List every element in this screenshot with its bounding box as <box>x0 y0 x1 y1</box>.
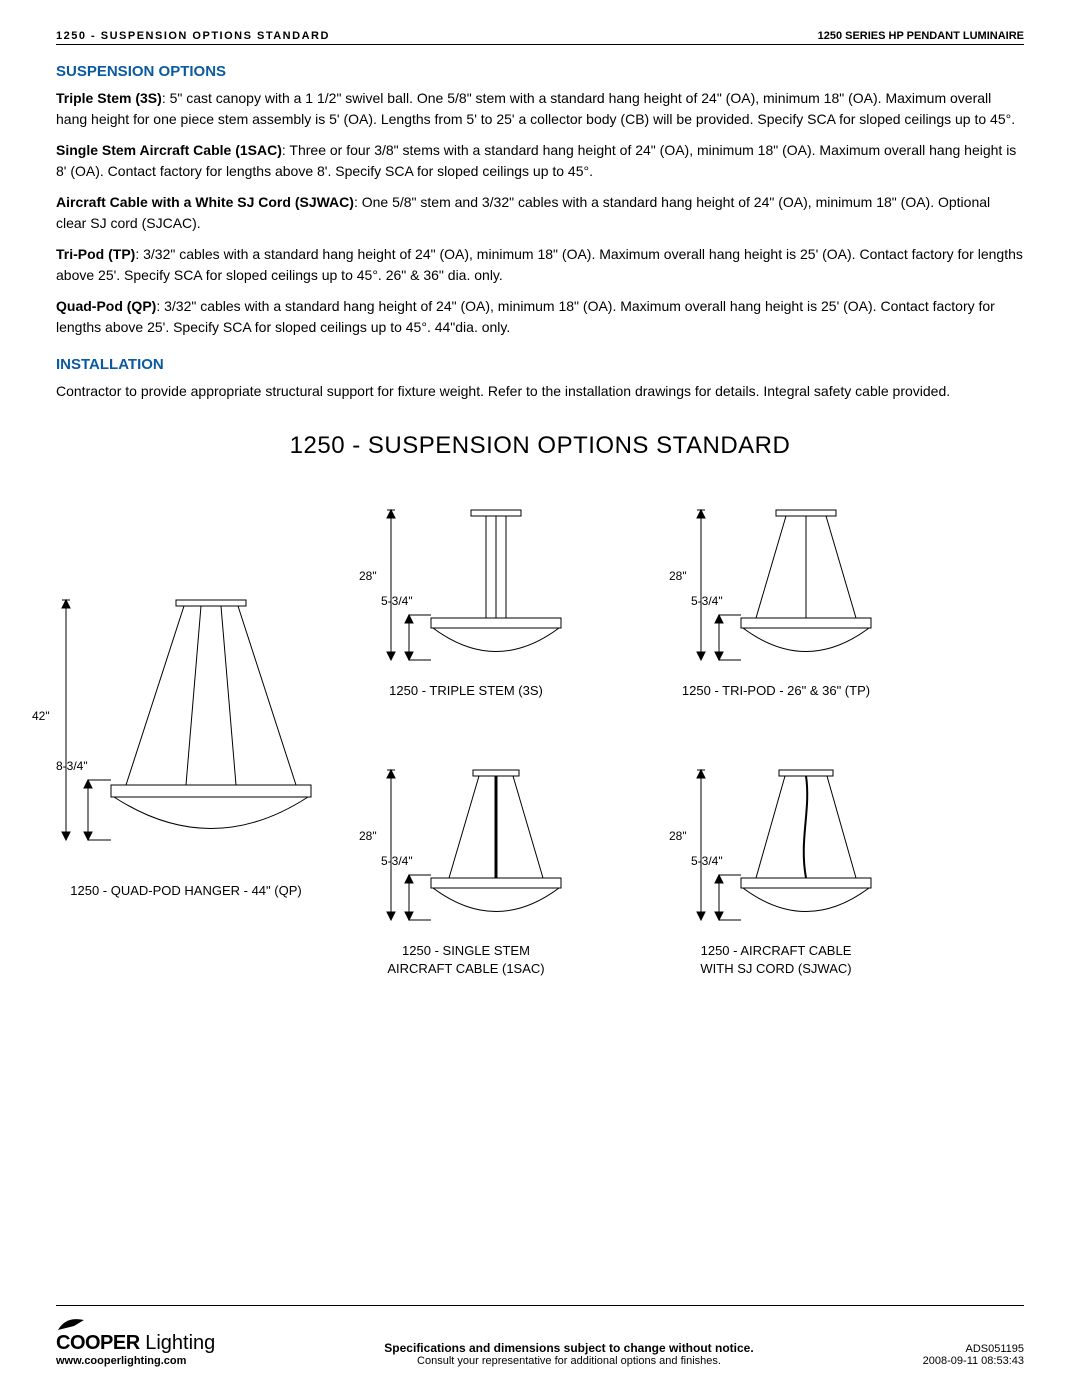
dim-bowl: 5-3/4" <box>381 854 413 868</box>
dim-bowl: 5-3/4" <box>691 594 723 608</box>
footer-notice-line1: Specifications and dimensions subject to… <box>215 1341 922 1355</box>
diagram-svg: 28" 5-3/4" <box>351 500 581 670</box>
diagrams-grid: 28" 5-3/4" 1250 - TRIPLE STEM (3S) <box>56 500 1024 990</box>
footer-center: Specifications and dimensions subject to… <box>215 1341 922 1367</box>
option-label: Aircraft Cable with a White SJ Cord (SJW… <box>56 194 354 210</box>
dim-height: 28" <box>669 829 687 843</box>
diagram-quad-pod: 42" 8-3/4" 1250 - QUAD-POD HANGER - 44" … <box>56 590 316 900</box>
footer: COOPER Lighting www.cooperlighting.com S… <box>56 1305 1024 1367</box>
diagram-single-stem-aircraft-cable: 28" 5-3/4" 1250 - SINGLE STEM AIRCRAFT C… <box>336 760 596 990</box>
doc-id: ADS051195 <box>923 1343 1024 1355</box>
diagram-caption: 1250 - QUAD-POD HANGER - 44" (QP) <box>70 882 301 900</box>
option-triple-stem: Triple Stem (3S): 5" cast canopy with a … <box>56 88 1024 130</box>
option-label: Tri-Pod (TP) <box>56 246 135 262</box>
dim-bowl: 8-3/4" <box>56 759 88 773</box>
installation-title: INSTALLATION <box>56 356 1024 373</box>
diagram-svg: 28" 5-3/4" <box>661 500 891 670</box>
option-label: Quad-Pod (QP) <box>56 298 156 314</box>
option-single-stem-aircraft-cable: Single Stem Aircraft Cable (1SAC): Three… <box>56 140 1024 182</box>
diagram-triple-stem: 28" 5-3/4" 1250 - TRIPLE STEM (3S) <box>336 500 596 720</box>
diagram-caption: 1250 - SINGLE STEM AIRCRAFT CABLE (1SAC) <box>387 942 544 978</box>
diagram-svg: 28" 5-3/4" <box>661 760 891 930</box>
brand-url: www.cooperlighting.com <box>56 1355 215 1367</box>
footer-notice-line2: Consult your representative for addition… <box>215 1355 922 1367</box>
header-bar: 1250 - SUSPENSION OPTIONS STANDARD 1250 … <box>56 30 1024 45</box>
diagram-svg: 28" 5-3/4" <box>351 760 581 930</box>
brand-logo: COOPER Lighting <box>56 1332 215 1355</box>
footer-right: ADS051195 2008-09-11 08:53:43 <box>923 1343 1024 1367</box>
diagram-aircraft-cable-sjwac: 28" 5-3/4" 1250 - AIRCRAFT CABLE WITH SJ… <box>616 760 936 990</box>
suspension-options-title: SUSPENSION OPTIONS <box>56 63 1024 80</box>
option-aircraft-cable-sjwac: Aircraft Cable with a White SJ Cord (SJW… <box>56 192 1024 234</box>
diagram-caption: 1250 - TRIPLE STEM (3S) <box>389 682 543 700</box>
dim-height: 42" <box>32 709 50 723</box>
option-quad-pod: Quad-Pod (QP): 3/32" cables with a stand… <box>56 296 1024 338</box>
diagram-caption: 1250 - AIRCRAFT CABLE WITH SJ CORD (SJWA… <box>700 942 851 978</box>
option-label: Triple Stem (3S) <box>56 90 162 106</box>
doc-timestamp: 2008-09-11 08:53:43 <box>923 1355 1024 1367</box>
footer-left: COOPER Lighting www.cooperlighting.com <box>56 1316 215 1367</box>
dim-bowl: 5-3/4" <box>381 594 413 608</box>
header-left: 1250 - SUSPENSION OPTIONS STANDARD <box>56 30 330 42</box>
installation-body: Contractor to provide appropriate struct… <box>56 381 1024 402</box>
diagram-tri-pod: 28" 5-3/4" 1250 - TRI-POD - 26" & 36" (T… <box>616 500 936 720</box>
dim-height: 28" <box>359 569 377 583</box>
option-body: 3/32" cables with a standard hang height… <box>56 246 1023 283</box>
logo-swoosh-icon <box>56 1316 86 1332</box>
dim-height: 28" <box>669 569 687 583</box>
option-body: 5" cast canopy with a 1 1/2" swivel ball… <box>56 90 1015 127</box>
diagram-caption: 1250 - TRI-POD - 26" & 36" (TP) <box>682 682 870 700</box>
diagram-heading: 1250 - SUSPENSION OPTIONS STANDARD <box>56 432 1024 460</box>
dim-height: 28" <box>359 829 377 843</box>
diagram-svg: 42" 8-3/4" <box>26 590 346 870</box>
option-tri-pod: Tri-Pod (TP): 3/32" cables with a standa… <box>56 244 1024 286</box>
option-body: 3/32" cables with a standard hang height… <box>56 298 995 335</box>
dim-bowl: 5-3/4" <box>691 854 723 868</box>
header-right: 1250 SERIES HP PENDANT LUMINAIRE <box>818 30 1024 42</box>
option-label: Single Stem Aircraft Cable (1SAC) <box>56 142 282 158</box>
